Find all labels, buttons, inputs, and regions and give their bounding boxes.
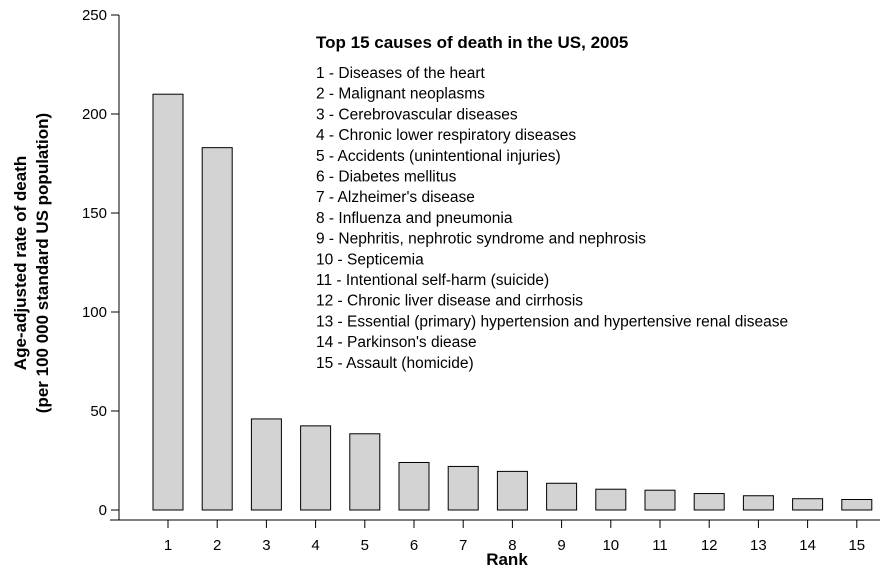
y-axis-title-line-1: Age-adjusted rate of death [11,156,30,370]
x-axis-title: Rank [486,550,528,569]
legend-item-10: 10 - Septicemia [316,251,424,268]
legend: 1 - Diseases of the heart 2 - Malignant n… [316,65,788,372]
bar-rank-11 [645,490,675,510]
bar-rank-9 [547,483,577,510]
y-tick-label-200: 200 [82,106,107,123]
bar-rank-14 [793,499,823,510]
bar-rank-12 [694,494,724,510]
bar-rank-3 [251,419,281,510]
legend-item-2: 2 - Malignant neoplasms [316,86,485,103]
x-tick-label-5: 5 [361,537,369,554]
legend-item-9: 9 - Nephritis, nephrotic syndrome and ne… [316,231,646,248]
x-tick-label-12: 12 [701,537,718,554]
bar-rank-15 [842,500,872,510]
bar-rank-4 [301,426,331,510]
bar-rank-7 [448,466,478,510]
x-tick-label-6: 6 [410,537,418,554]
x-tick-label-10: 10 [602,537,619,554]
bar-rank-5 [350,434,380,510]
chart-title: Top 15 causes of death in the US, 2005 [316,33,628,52]
y-tick-label-150: 150 [82,205,107,222]
y-tick-label-250: 250 [82,7,107,24]
bar-rank-1 [153,94,183,510]
legend-item-3: 3 - Cerebrovascular diseases [316,106,518,123]
bar-rank-13 [743,496,773,510]
bar-rank-10 [596,489,626,510]
legend-item-14: 14 - Parkinson's diease [316,334,477,351]
legend-item-15: 15 - Assault (homicide) [316,355,474,372]
bar-rank-6 [399,462,429,510]
legend-item-6: 6 - Diabetes mellitus [316,169,457,186]
x-tick-label-14: 14 [799,537,816,554]
bar-rank-2 [202,148,232,510]
legend-item-5: 5 - Accidents (unintentional injuries) [316,148,561,165]
y-tick-label-50: 50 [90,403,107,420]
legend-item-1: 1 - Diseases of the heart [316,65,486,82]
x-tick-label-3: 3 [262,537,270,554]
x-tick-label-7: 7 [459,537,467,554]
legend-item-7: 7 - Alzheimer's disease [316,189,475,206]
x-tick-label-2: 2 [213,537,221,554]
legend-item-4: 4 - Chronic lower respiratory diseases [316,127,576,144]
y-tick-label-0: 0 [99,502,107,519]
x-tick-label-11: 11 [652,537,668,554]
x-tick-label-4: 4 [311,537,319,554]
legend-item-11: 11 - Intentional self-harm (suicide) [316,272,549,289]
x-tick-label-1: 1 [164,537,172,554]
legend-item-13: 13 - Essential (primary) hypertension an… [316,313,788,330]
x-tick-label-9: 9 [557,537,565,554]
x-tick-label-15: 15 [848,537,865,554]
bar-rank-8 [497,471,527,510]
y-tick-label-100: 100 [82,304,107,321]
x-tick-label-13: 13 [750,537,767,554]
legend-item-12: 12 - Chronic liver disease and cirrhosis [316,293,583,310]
legend-item-8: 8 - Influenza and pneumonia [316,210,513,227]
y-axis-title-line-2: (per 100 000 standard US population) [33,113,52,413]
